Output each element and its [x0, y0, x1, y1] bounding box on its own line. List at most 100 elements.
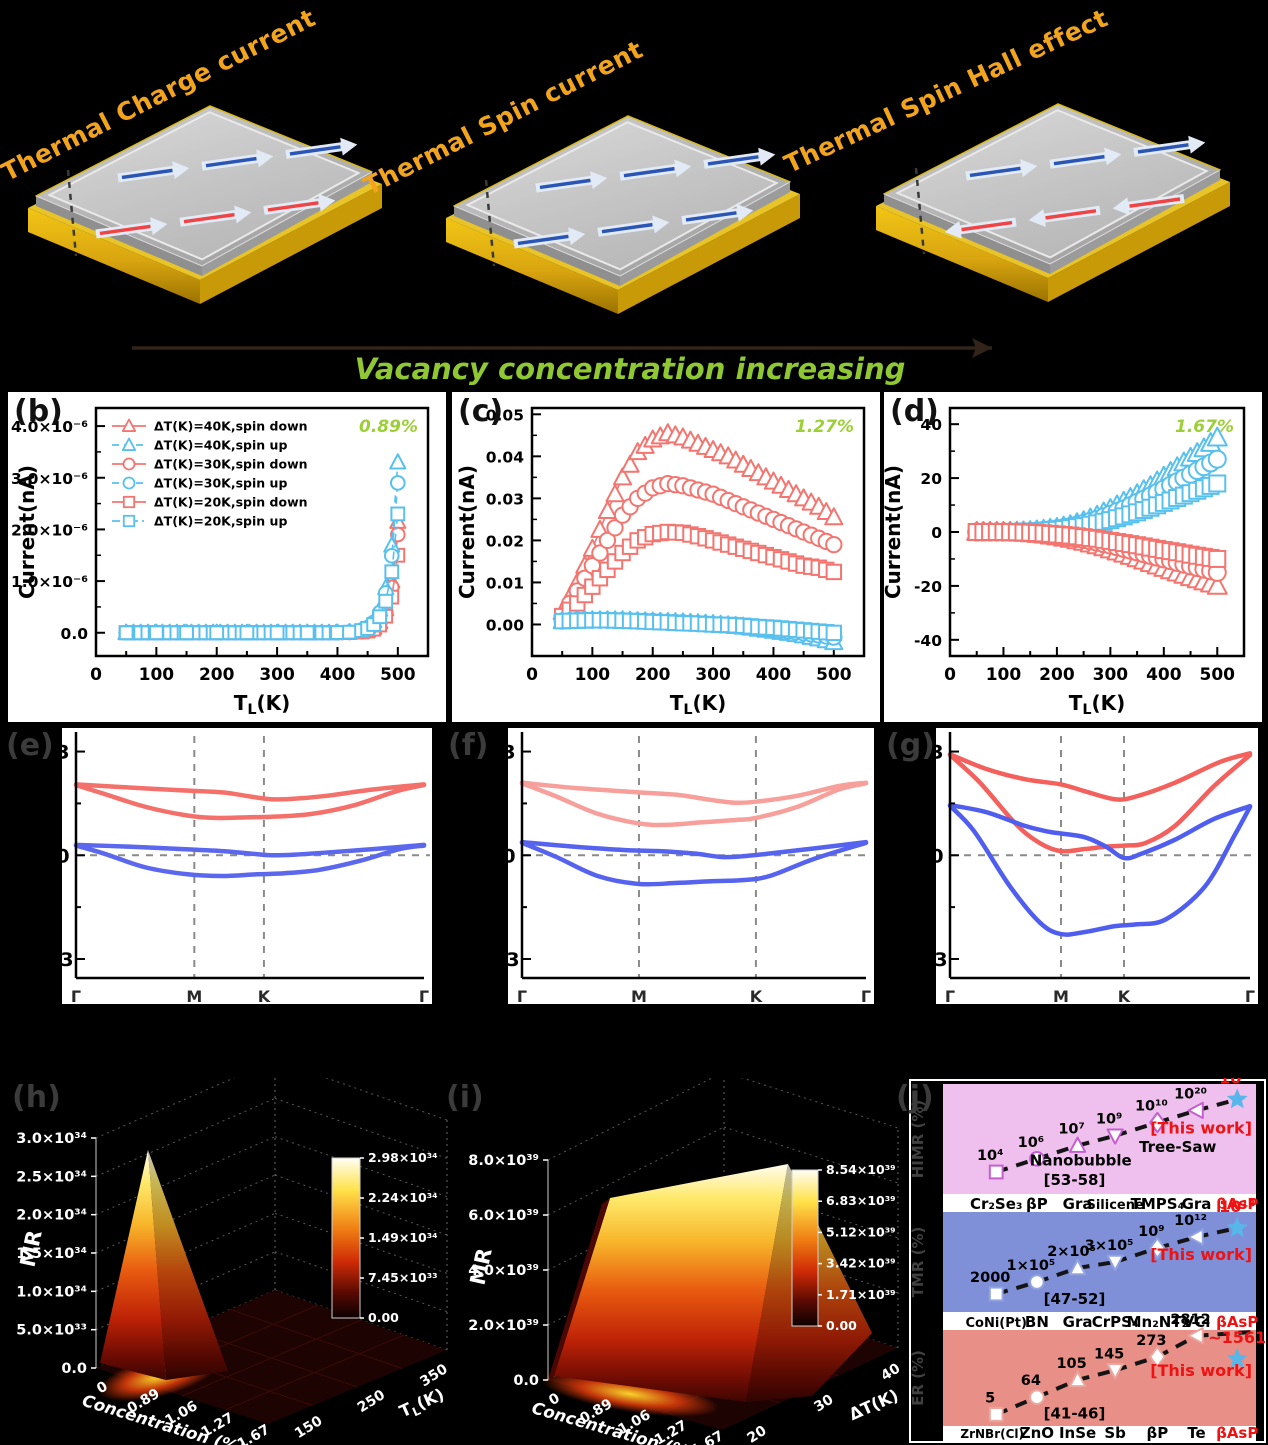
svg-text:[47-52]: [47-52] [1044, 1290, 1106, 1308]
svg-text:βP: βP [1026, 1195, 1048, 1213]
vacancy-caption: Vacancy concentration increasing [354, 352, 906, 386]
svg-text:2.98×10³⁴: 2.98×10³⁴ [368, 1150, 438, 1165]
device-thermal-charge-current [28, 105, 382, 304]
svg-text:[53-58]: [53-58] [1044, 1171, 1106, 1189]
svg-text:20: 20 [920, 470, 942, 488]
panel-letter-j: (j) [896, 1080, 934, 1115]
svg-text:5.0×10³³: 5.0×10³³ [16, 1323, 87, 1339]
svg-text:Γ: Γ [419, 987, 429, 1006]
svg-text:2×10⁵: 2×10⁵ [1047, 1244, 1096, 1260]
svg-text:Γ: Γ [1245, 987, 1255, 1006]
svg-text:1.5×10³⁴: 1.5×10³⁴ [16, 1246, 87, 1262]
svg-text:βP: βP [1147, 1424, 1169, 1442]
svg-text:Gra: Gra [1063, 1313, 1093, 1331]
svg-text:10²⁰: 10²⁰ [1174, 1086, 1207, 1102]
panel-g-bands: 3 0 -3 Γ M K Γ [880, 726, 1268, 1078]
svg-text:ΔT(K)=30K,spin down: ΔT(K)=30K,spin down [154, 457, 308, 472]
panel-b-chart: 0 100 200 300 400 500 0.0 1.0×10⁻⁶ 2.0×10⁻⁶ 3.0×1… [8, 392, 446, 722]
svg-text:Te: Te [1187, 1424, 1205, 1442]
svg-text:-3: -3 [52, 949, 73, 971]
panel-letter-h: (h) [12, 1080, 61, 1115]
svg-text:M: M [631, 987, 647, 1006]
svg-text:500: 500 [1200, 665, 1236, 685]
svg-text:8.54×10³⁹: 8.54×10³⁹ [826, 1162, 896, 1177]
svg-text:3: 3 [502, 742, 515, 764]
svg-text:3.0×10³⁴: 3.0×10³⁴ [16, 1131, 87, 1147]
svg-text:10³⁹: 10³⁹ [1219, 1078, 1255, 1087]
svg-text:ΔT(K)=40K,spin down: ΔT(K)=40K,spin down [154, 419, 308, 434]
svg-text:[41-46]: [41-46] [1044, 1404, 1106, 1422]
device-thermal-spin-current [446, 115, 800, 314]
svg-text:3.42×10³⁹: 3.42×10³⁹ [826, 1256, 896, 1271]
svg-text:βAsP: βAsP [1216, 1424, 1258, 1442]
svg-text:10⁹: 10⁹ [1138, 1224, 1165, 1240]
svg-text:8.0×10³⁹: 8.0×10³⁹ [468, 1153, 539, 1169]
svg-text:Tree-Saw: Tree-Saw [1139, 1138, 1216, 1156]
panel-h-surface: 0.0 5.0×10³³ 1.0×10³⁴ 1.5×10³⁴ 2.0×10³⁴ 2.5×1… [0, 1078, 450, 1445]
svg-text:Sb: Sb [1104, 1424, 1126, 1442]
svg-text:5: 5 [985, 1390, 995, 1406]
svg-text:ER (%): ER (%) [909, 1350, 927, 1406]
svg-text:5.12×10³⁹: 5.12×10³⁹ [826, 1224, 896, 1239]
svg-text:2812: 2812 [1170, 1312, 1210, 1328]
svg-text:Γ: Γ [945, 987, 955, 1006]
svg-text:3×10⁵: 3×10⁵ [1085, 1238, 1134, 1254]
svg-text:Mn₂NT₂: Mn₂NT₂ [1127, 1313, 1189, 1331]
svg-text:[This work]: [This work] [1150, 1245, 1252, 1264]
panel-d-chart: 0 100 200 300 400 500 -40 -20 0 20 40 TL(K) Current(… [884, 392, 1262, 722]
svg-text:Current(nA): Current(nA) [884, 465, 905, 599]
svg-text:2.0×10³⁹: 2.0×10³⁹ [468, 1318, 539, 1334]
svg-text:0.00: 0.00 [486, 616, 524, 634]
svg-text:200: 200 [199, 665, 235, 685]
svg-text:100: 100 [139, 665, 175, 685]
svg-text:273: 273 [1136, 1333, 1166, 1349]
svg-text:1.27%: 1.27% [795, 417, 854, 437]
svg-text:1×10⁵: 1×10⁵ [1007, 1258, 1056, 1274]
svg-text:TMPS₄: TMPS₄ [1131, 1195, 1185, 1213]
svg-text:0.02: 0.02 [486, 532, 524, 550]
svg-text:Cr₂Se₃: Cr₂Se₃ [970, 1195, 1023, 1213]
svg-text:Γ: Γ [861, 987, 871, 1006]
svg-text:HIMR (%): HIMR (%) [909, 1100, 927, 1179]
svg-text:0.0: 0.0 [513, 1373, 539, 1389]
svg-text:K: K [258, 987, 271, 1006]
svg-text:1.49×10³⁴: 1.49×10³⁴ [368, 1230, 438, 1245]
panel-letter-b: (b) [14, 394, 63, 429]
svg-text:10⁴: 10⁴ [977, 1148, 1004, 1164]
svg-text:3: 3 [56, 742, 69, 764]
svg-text:3: 3 [930, 742, 943, 764]
bands-f-svg: 3 0 -3 Γ M K Γ [498, 728, 874, 1006]
panel-e-bands: 3 0 -3 Γ M K Γ [8, 726, 442, 1078]
svg-text:0: 0 [930, 845, 943, 867]
panel-i-surface: 0.0 2.0×10³⁹ 4.0×10³⁹ 6.0×10³⁹ 8.0×10³⁹ MR 0.0… [440, 1078, 905, 1445]
svg-text:250: 250 [355, 1387, 388, 1416]
panel-letter-g: (g) [886, 728, 935, 763]
svg-text:64: 64 [1021, 1373, 1041, 1389]
svg-text:10⁷: 10⁷ [1058, 1122, 1085, 1138]
svg-text:0: 0 [502, 845, 515, 867]
svg-text:-3: -3 [926, 949, 947, 971]
svg-text:4.0×10³⁹: 4.0×10³⁹ [468, 1263, 539, 1279]
svg-text:M: M [1053, 987, 1069, 1006]
svg-text:200: 200 [1039, 665, 1075, 685]
svg-text:0.00: 0.00 [368, 1310, 399, 1325]
svg-text:K: K [750, 987, 763, 1006]
panel-c-chart: 0 100 200 300 400 500 0.00 0.01 0.02 0.03 0.04 0.05… [452, 392, 880, 722]
svg-text:CoNi(Pt): CoNi(Pt) [965, 1316, 1026, 1331]
svg-text:Nanobubble: Nanobubble [1030, 1151, 1132, 1169]
bands-e-svg: 3 0 -3 Γ M K Γ [52, 728, 432, 1006]
svg-text:ΔT(K)=30K,spin up: ΔT(K)=30K,spin up [154, 476, 287, 491]
svg-text:10⁶: 10⁶ [1018, 1135, 1045, 1151]
svg-text:BN: BN [1025, 1313, 1049, 1331]
svg-text:0: 0 [90, 665, 102, 685]
svg-text:300: 300 [1093, 665, 1129, 685]
svg-text:105: 105 [1056, 1356, 1086, 1372]
svg-text:βAsP: βAsP [1216, 1313, 1258, 1331]
schematics-row: Thermal Charge current Thermal Spin curr… [0, 0, 1268, 314]
svg-text:ΔT(K): ΔT(K) [846, 1386, 901, 1424]
svg-text:400: 400 [1146, 665, 1182, 685]
svg-text:40: 40 [920, 416, 942, 434]
bands-g-svg: 3 0 -3 Γ M K Γ [926, 728, 1258, 1006]
svg-text:10¹⁰: 10¹⁰ [1135, 1099, 1168, 1115]
svg-text:ZnO: ZnO [1020, 1424, 1054, 1442]
